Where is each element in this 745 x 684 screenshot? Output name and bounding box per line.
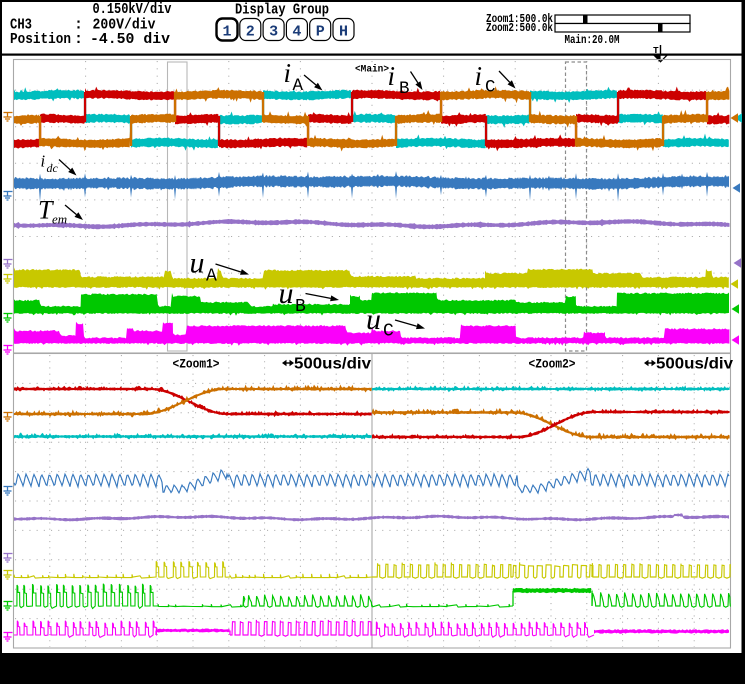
svg-text:Zoom2:500.0k: Zoom2:500.0k — [486, 22, 553, 35]
svg-text:B: B — [399, 79, 410, 99]
svg-text:4: 4 — [292, 24, 301, 41]
svg-text:C: C — [485, 78, 496, 98]
svg-text:500us/div: 500us/div — [656, 356, 733, 373]
svg-text::: : — [74, 31, 83, 48]
svg-text:i: i — [388, 61, 396, 91]
svg-text:em: em — [52, 212, 67, 227]
svg-text:u: u — [366, 303, 381, 336]
svg-text:0.150kV/div: 0.150kV/div — [93, 1, 172, 18]
svg-text:200V/div: 200V/div — [93, 17, 156, 34]
svg-text:Zoom1:500.0k: Zoom1:500.0k — [486, 13, 553, 26]
svg-text:Display Group: Display Group — [235, 2, 329, 19]
svg-text:<Main>: <Main> — [355, 64, 389, 76]
svg-text:i: i — [284, 58, 292, 88]
svg-text:T: T — [653, 45, 659, 56]
svg-text:<Zoom2>: <Zoom2> — [529, 358, 576, 372]
svg-text:i: i — [475, 61, 483, 91]
svg-text:A: A — [206, 267, 217, 287]
svg-text::: : — [74, 17, 83, 34]
svg-text:Position: Position — [10, 31, 71, 48]
svg-text:2: 2 — [246, 24, 255, 41]
svg-text:i: i — [41, 152, 46, 171]
svg-text:3: 3 — [269, 24, 278, 41]
svg-text:P: P — [316, 24, 325, 41]
svg-text:500us/div: 500us/div — [294, 356, 371, 373]
svg-text:Main:20.0M: Main:20.0M — [565, 34, 620, 47]
svg-text:A: A — [293, 76, 304, 96]
svg-text:CH3: CH3 — [10, 17, 32, 34]
svg-text:-4.50 div: -4.50 div — [90, 31, 170, 48]
svg-text:dc: dc — [47, 161, 59, 175]
svg-text:H: H — [339, 24, 348, 41]
svg-text:T: T — [38, 196, 54, 225]
svg-text:C: C — [383, 322, 394, 342]
svg-text:u: u — [190, 247, 205, 280]
svg-text:1: 1 — [222, 24, 231, 41]
svg-text:u: u — [279, 277, 294, 310]
svg-text:<Zoom1>: <Zoom1> — [173, 358, 220, 372]
svg-text:B: B — [295, 297, 306, 317]
